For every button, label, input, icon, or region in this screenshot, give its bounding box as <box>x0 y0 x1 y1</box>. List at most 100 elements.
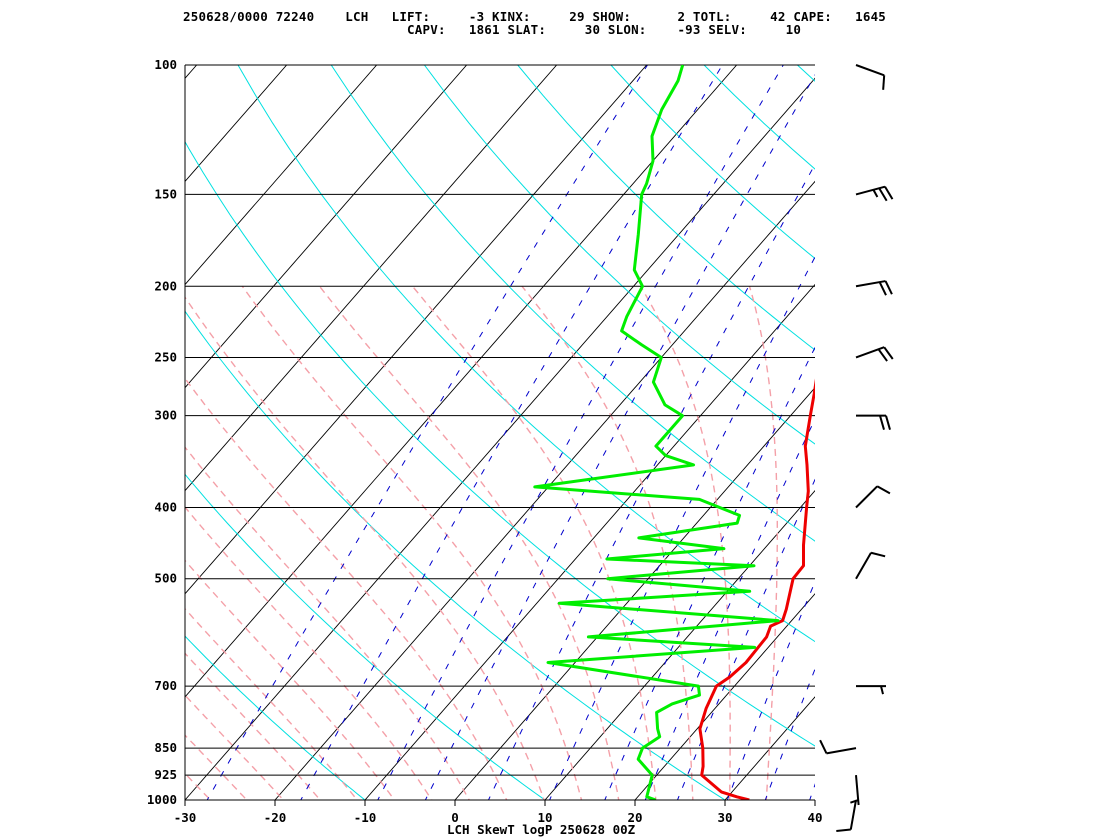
moist-adiabat <box>185 559 396 800</box>
temp-tick-label: 40 <box>807 810 822 825</box>
barb-feather <box>877 348 888 362</box>
barb-half-feather <box>850 799 859 804</box>
moist-adiabat <box>185 734 248 800</box>
profiles <box>533 65 815 800</box>
isotherm-line <box>634 593 815 800</box>
barb-feather <box>819 739 828 754</box>
pressure-tick-label: 100 <box>154 57 177 72</box>
temp-tick-label: 20 <box>627 810 642 825</box>
moist-adiabat <box>185 506 433 800</box>
isotherm-line <box>185 65 287 183</box>
isotherm-line <box>185 65 737 698</box>
barb-feather <box>836 828 851 833</box>
temp-tick-label: 10 <box>537 810 552 825</box>
dry-adiabat <box>797 65 815 82</box>
wind-barb <box>855 280 893 296</box>
isotherm-line <box>364 283 815 800</box>
moist-adiabat <box>319 285 620 800</box>
mixing-ratio-line <box>809 783 815 800</box>
barb-feather <box>884 186 894 200</box>
moist-adiabat <box>185 694 285 800</box>
mixing-ratio-line <box>300 65 723 800</box>
wind-barb <box>856 414 891 430</box>
temp-tick-label: -30 <box>174 810 197 825</box>
moist-adiabat <box>411 285 657 800</box>
barb-shaft <box>855 64 885 77</box>
isobars <box>185 64 815 801</box>
mixing-ratio-line <box>206 65 648 800</box>
barb-shaft <box>826 747 857 755</box>
pressure-tick-label: 250 <box>154 349 177 364</box>
barb-shaft <box>855 552 872 580</box>
isotherm-line <box>905 65 1120 800</box>
pressure-tick-label: 300 <box>154 408 177 423</box>
barb-feather <box>878 187 888 202</box>
barb-feather <box>876 485 891 495</box>
mixing-ratio-line <box>764 667 815 800</box>
barb-half-feather <box>880 685 884 695</box>
wind-barb <box>855 64 886 90</box>
pressure-tick-label: 500 <box>154 571 177 586</box>
dry-adiabat <box>185 310 726 800</box>
mixing-ratio-line <box>676 478 815 800</box>
mixing-ratio-line <box>549 255 815 800</box>
header-line-2: CAPV: 1861 SLAT: 30 SLON: -93 SELV: 10 <box>183 22 802 37</box>
dry-adiabat <box>237 65 815 643</box>
wind-barbs <box>819 64 894 833</box>
moist-adiabat <box>185 772 212 800</box>
wind-barb <box>855 485 891 509</box>
isotherm-line <box>814 799 815 800</box>
moist-adiabat <box>185 296 545 800</box>
dry-adiabat <box>330 65 815 542</box>
barb-feather <box>878 281 887 296</box>
barb-feather <box>882 75 886 90</box>
isotherm-line <box>724 696 815 800</box>
wind-barb <box>856 685 886 695</box>
wind-barb <box>850 775 860 806</box>
isotherm-line <box>274 180 815 800</box>
barb-shaft <box>855 485 878 509</box>
barb-feather <box>883 346 894 360</box>
temp-tick-label: 30 <box>717 810 732 825</box>
wind-barb <box>819 739 857 755</box>
isotherm-line <box>185 65 557 492</box>
dry-adiabat <box>703 65 815 170</box>
temp-tick-label: 0 <box>451 810 459 825</box>
dry-adiabat <box>185 140 815 747</box>
wind-barb <box>836 799 857 833</box>
moist-adiabat <box>185 446 470 800</box>
pressure-tick-label: 700 <box>154 678 177 693</box>
barb-feather <box>884 280 893 295</box>
barb-feather <box>885 415 891 430</box>
dewpoint-profile <box>533 65 780 800</box>
isotherm-line <box>0 65 107 800</box>
pressure-tick-label: 850 <box>154 740 177 755</box>
dry-adiabat <box>517 65 815 351</box>
temp-tick-label: -10 <box>354 810 377 825</box>
mixing-ratio-line <box>487 163 815 800</box>
isotherm-line <box>454 386 815 800</box>
pressure-tick-label: 150 <box>154 186 177 201</box>
mixing-ratio-line <box>424 74 815 800</box>
barb-shaft <box>849 799 857 830</box>
dry-adiabat <box>185 635 366 800</box>
barb-feather <box>870 551 886 558</box>
header-indices: 250628/0000 72240 LCH LIFT: -3 KINX: 29 … <box>0 0 1120 40</box>
chart-caption: LCH SkewT logP 250628 00Z <box>447 822 636 837</box>
moist-adiabat <box>185 607 359 800</box>
pressure-tick-label: 400 <box>154 500 177 515</box>
pressure-tick-label: 1000 <box>147 792 177 807</box>
barb-feather <box>879 415 885 430</box>
moist-adiabat <box>521 285 694 800</box>
dry-adiabat <box>610 65 815 260</box>
wind-barb <box>855 346 894 362</box>
wind-barb <box>855 185 894 202</box>
isotherm-line <box>185 65 377 286</box>
barb-half-feather <box>872 189 879 198</box>
moist-adiabat <box>185 377 508 800</box>
isotherm-line <box>185 65 467 389</box>
header-line-1: 250628/0000 72240 LCH LIFT: -3 KINX: 29 … <box>183 9 887 24</box>
isotherm-line <box>544 490 815 800</box>
